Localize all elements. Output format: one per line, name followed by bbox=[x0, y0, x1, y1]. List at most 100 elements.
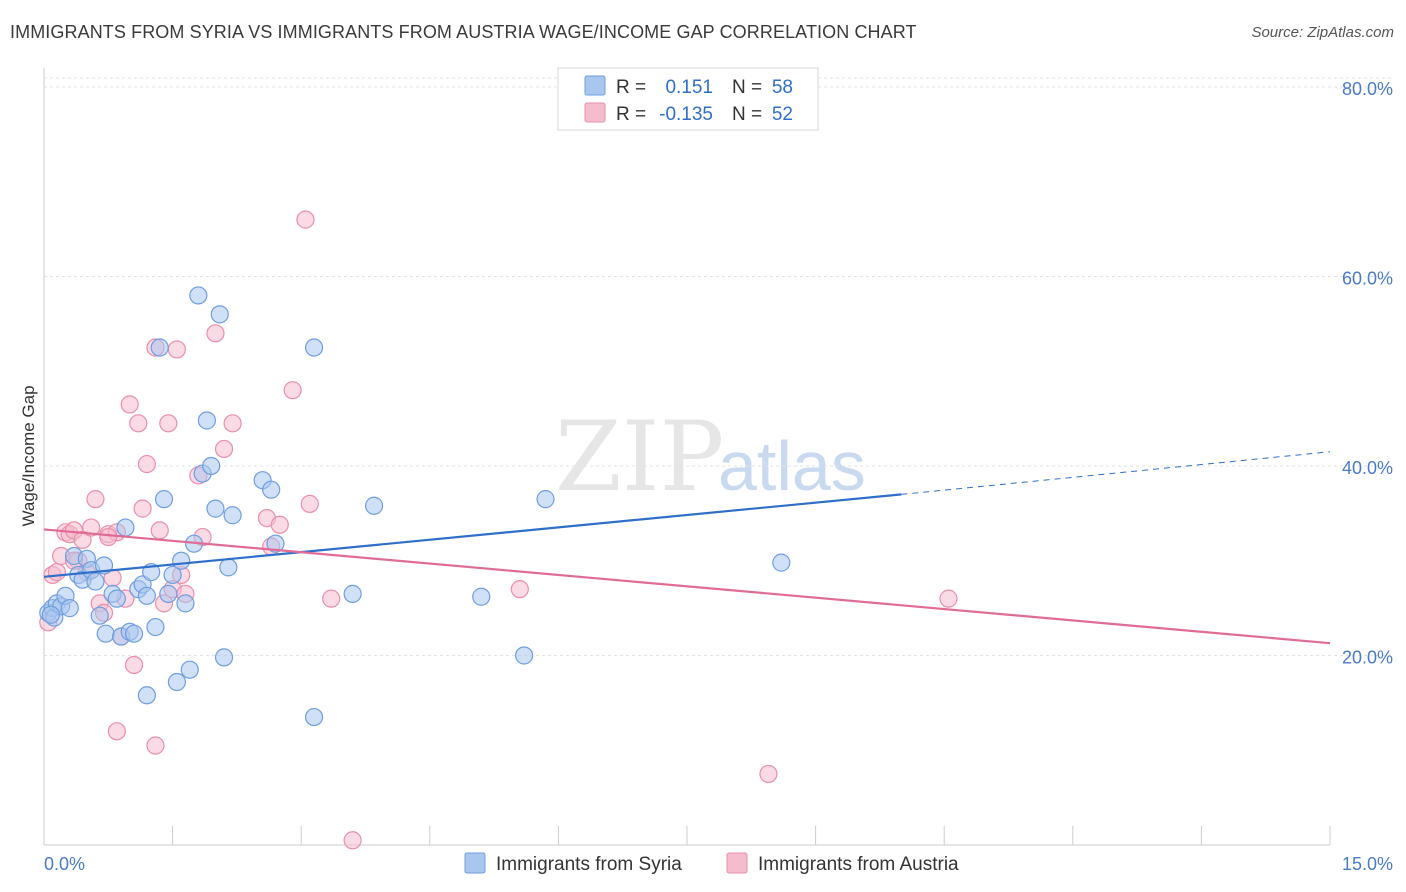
y-tick-labels: 20.0% 40.0% 60.0% 80.0% bbox=[1342, 79, 1393, 668]
austria-point-21 bbox=[129, 414, 148, 433]
y-tick-label-20: 20.0% bbox=[1342, 647, 1393, 667]
austria-point-23 bbox=[137, 454, 156, 474]
trend-lines bbox=[43, 451, 1331, 645]
austria-point-10 bbox=[82, 518, 101, 537]
austria-point-8 bbox=[73, 530, 92, 549]
austria-point-27 bbox=[159, 414, 178, 433]
austria-point-25 bbox=[150, 521, 169, 540]
x-tick-label-max: 15.0% bbox=[1342, 854, 1393, 874]
syria-point-57 bbox=[41, 605, 60, 624]
austria-point-46 bbox=[146, 736, 165, 755]
legend-n-value-syria: 58 bbox=[772, 77, 793, 98]
syria-point-26 bbox=[146, 617, 165, 637]
syria-point-52 bbox=[364, 496, 384, 515]
syria-point-56 bbox=[772, 553, 791, 572]
austria-point-48 bbox=[759, 764, 778, 784]
syria-point-31 bbox=[167, 672, 186, 692]
syria-point-13 bbox=[90, 606, 109, 625]
syria-point-28 bbox=[154, 490, 174, 509]
legend-r-label-syria: R = bbox=[616, 77, 646, 98]
x-tick-label-min: 0.0% bbox=[44, 854, 85, 874]
gridlines bbox=[44, 77, 1393, 656]
legend-n-label-austria: N = bbox=[732, 104, 762, 125]
syria-point-32 bbox=[172, 551, 191, 570]
syria-point-19 bbox=[116, 518, 135, 537]
syria-point-38 bbox=[197, 411, 216, 430]
bottom-legend-label-syria: Immigrants from Syria bbox=[496, 854, 682, 875]
syria-point-40 bbox=[206, 499, 225, 518]
syria-point-55 bbox=[536, 490, 555, 509]
austria-point-22 bbox=[133, 499, 152, 518]
bottom-legend-swatch-syria bbox=[464, 852, 486, 874]
legend-r-label-austria: R = bbox=[616, 104, 646, 125]
legend-r-value-austria: -0.135 bbox=[659, 104, 713, 125]
syria-point-17 bbox=[107, 589, 126, 608]
y-tick-label-60: 60.0% bbox=[1342, 268, 1393, 288]
austria-point-11 bbox=[86, 490, 105, 509]
legend-swatch-austria bbox=[584, 102, 606, 123]
bottom-legend: Immigrants from Syria Immigrants from Au… bbox=[464, 852, 959, 875]
syria-point-51 bbox=[343, 584, 362, 603]
syria-point-53 bbox=[472, 587, 491, 606]
austria-point-41 bbox=[296, 210, 315, 229]
syria-point-15 bbox=[96, 624, 115, 643]
syria-point-6 bbox=[60, 599, 79, 618]
y-tick-label-40: 40.0% bbox=[1342, 458, 1393, 478]
syria-point-45 bbox=[137, 686, 156, 705]
syria-point-24 bbox=[137, 586, 156, 605]
bottom-legend-label-austria: Immigrants from Austria bbox=[758, 854, 959, 875]
series-syria-points bbox=[39, 286, 791, 727]
syria-point-42 bbox=[214, 648, 234, 667]
austria-point-35 bbox=[214, 439, 234, 459]
syria-point-39 bbox=[202, 456, 221, 476]
trend-line-austria bbox=[43, 528, 1331, 645]
watermark-zip: ZIP bbox=[555, 401, 724, 513]
syria-point-12 bbox=[86, 572, 105, 591]
syria-point-48 bbox=[266, 534, 285, 553]
syria-point-43 bbox=[219, 558, 238, 577]
syria-point-49 bbox=[304, 338, 324, 357]
syria-point-54 bbox=[515, 646, 534, 665]
trend-line-syria bbox=[43, 493, 902, 578]
austria-point-29 bbox=[167, 340, 186, 359]
syria-point-41 bbox=[210, 305, 229, 324]
austria-point-43 bbox=[322, 589, 341, 608]
x-ticks bbox=[43, 826, 1331, 845]
austria-point-36 bbox=[223, 414, 242, 433]
legend-n-value-austria: 52 bbox=[772, 104, 793, 125]
y-axis-label: Wage/Income Gap bbox=[19, 385, 38, 526]
austria-point-45 bbox=[107, 722, 126, 741]
syria-point-50 bbox=[304, 707, 324, 727]
austria-point-20 bbox=[124, 655, 144, 675]
y-tick-label-80: 80.0% bbox=[1342, 79, 1393, 99]
austria-point-49 bbox=[939, 589, 958, 608]
syria-point-34 bbox=[180, 660, 199, 679]
chart-source: Source: ZipAtlas.com bbox=[1251, 24, 1394, 41]
syria-point-21 bbox=[124, 624, 144, 643]
bottom-legend-swatch-austria bbox=[726, 852, 748, 874]
legend-swatch-syria bbox=[584, 75, 606, 96]
austria-point-51 bbox=[99, 527, 118, 547]
austria-point-2 bbox=[47, 563, 66, 582]
austria-point-39 bbox=[270, 515, 289, 534]
austria-point-40 bbox=[283, 381, 302, 400]
syria-point-33 bbox=[176, 594, 195, 613]
series-austria-points bbox=[39, 210, 958, 850]
austria-point-34 bbox=[206, 324, 225, 343]
austria-point-19 bbox=[120, 395, 139, 414]
syria-point-44 bbox=[223, 506, 242, 525]
syria-point-30 bbox=[163, 565, 182, 585]
top-legend: R = 0.151 N = 58 R = -0.135 N = 52 bbox=[557, 67, 819, 131]
syria-point-47 bbox=[262, 480, 281, 499]
austria-point-47 bbox=[510, 580, 529, 599]
legend-n-label-syria: N = bbox=[732, 77, 762, 98]
chart-title: IMMIGRANTS FROM SYRIA VS IMMIGRANTS FROM… bbox=[10, 22, 917, 42]
legend-r-value-syria: 0.151 bbox=[665, 77, 713, 98]
syria-point-36 bbox=[189, 286, 208, 305]
syria-point-27 bbox=[150, 338, 169, 357]
trend-line-syria-extension bbox=[901, 451, 1331, 495]
austria-point-44 bbox=[343, 831, 362, 850]
syria-point-29 bbox=[159, 584, 178, 603]
austria-point-42 bbox=[300, 494, 319, 513]
